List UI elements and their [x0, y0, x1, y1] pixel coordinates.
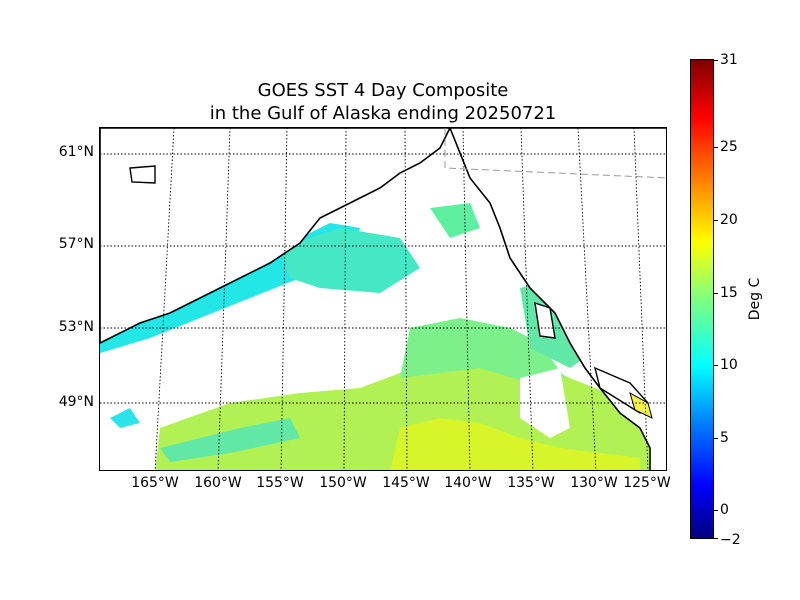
lat-label-53n: 53°N	[58, 319, 94, 335]
lon-label-165w: 165°W	[131, 475, 179, 491]
colorbar-tickmark	[714, 510, 718, 511]
lon-label-160w: 160°W	[194, 475, 242, 491]
sst-map	[99, 127, 667, 471]
colorbar-tickmark	[714, 365, 718, 366]
colorbar-tick-5: 5	[720, 430, 729, 446]
colorbar-tick-0: 0	[720, 502, 729, 518]
chart-title-line-1: GOES SST 4 Day Composite	[257, 80, 509, 101]
land	[100, 128, 666, 470]
colorbar-label: Deg C	[747, 277, 763, 321]
sst-map-canvas	[100, 128, 666, 470]
colorbar-tick-20: 20	[720, 212, 738, 228]
lat-label-49n: 49°N	[58, 394, 94, 410]
lon-label-125w: 125°W	[623, 475, 671, 491]
lat-label-57n: 57°N	[58, 236, 94, 252]
colorbar-tick-31: 31	[720, 52, 738, 68]
colorbar-tickmark	[714, 538, 718, 539]
colorbar-tick-10: 10	[720, 357, 738, 373]
colorbar-tick-minus-2: −2	[720, 532, 741, 548]
colorbar	[690, 59, 714, 539]
graticule	[100, 128, 666, 470]
colorbar-tickmark	[714, 293, 718, 294]
colorbar-tickmark	[714, 147, 718, 148]
lat-label-61n: 61°N	[58, 144, 94, 160]
lon-label-150w: 150°W	[319, 475, 367, 491]
colorbar-tick-15: 15	[720, 285, 738, 301]
lon-label-140w: 140°W	[444, 475, 492, 491]
lon-label-135w: 135°W	[507, 475, 555, 491]
chart-title-line-2: in the Gulf of Alaska ending 20250721	[209, 103, 557, 124]
lon-label-155w: 155°W	[256, 475, 304, 491]
colorbar-tickmark	[714, 60, 718, 61]
colorbar-tick-25: 25	[720, 139, 738, 155]
colorbar-tickmark	[714, 438, 718, 439]
lon-label-145w: 145°W	[382, 475, 430, 491]
lon-label-130w: 130°W	[570, 475, 618, 491]
colorbar-tickmark	[714, 220, 718, 221]
